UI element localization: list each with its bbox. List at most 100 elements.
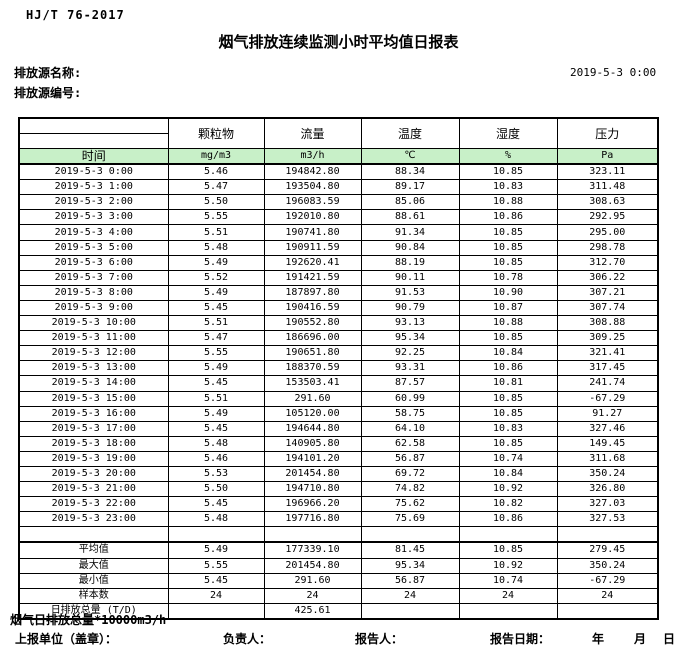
- summary-label-cell: 平均值: [18, 541, 169, 559]
- summary-value-cell: 81.45: [360, 541, 460, 559]
- time-cell: 2019-5-3 5:00: [18, 239, 169, 256]
- value-cell: 10.81: [458, 375, 558, 392]
- value-cell: 241.74: [556, 375, 659, 392]
- value-cell: 190741.80: [263, 224, 362, 241]
- value-cell: 5.53: [167, 465, 265, 483]
- value-cell: 194644.80: [263, 420, 362, 437]
- value-cell: 192010.80: [263, 209, 362, 226]
- table-row: 2019-5-3 22:00 5.45 196966.20 75.62 10.82 327…: [18, 496, 659, 513]
- value-cell: 306.22: [556, 269, 659, 286]
- value-cell: 5.46: [167, 450, 265, 467]
- value-cell: 186696.00: [263, 330, 362, 347]
- unit-cell-4: %: [458, 148, 558, 166]
- value-cell: 10.85: [458, 405, 558, 422]
- time-cell: 2019-5-3 9:00: [18, 299, 169, 317]
- time-cell: 2019-5-3 0:00: [18, 163, 169, 181]
- value-cell: 10.85: [458, 435, 558, 452]
- time-cell: 2019-5-3 4:00: [18, 224, 169, 241]
- report-table: 颗粒物 流量 温度 湿度 压力 时间 mg/m3 m3/h ℃% Pa 2019-5-3 0:00…: [18, 117, 659, 620]
- table-row: 2019-5-3 14:00 5.45 153503.41 87.57 10.81 241…: [18, 375, 659, 392]
- table-row: 2019-5-3 16:00 5.49 105120.00 58.75 10.85 91.…: [18, 405, 659, 422]
- value-cell: 308.88: [556, 315, 659, 332]
- time-cell: 2019-5-3 19:00: [18, 450, 169, 467]
- spacer-cell: [167, 526, 265, 543]
- value-cell: 317.45: [556, 360, 659, 377]
- value-cell: 92.25: [360, 345, 460, 362]
- value-cell: 5.50: [167, 481, 265, 498]
- value-cell: 201454.80: [263, 465, 362, 483]
- standard-number: HJ/T 76-2017: [26, 8, 125, 22]
- value-cell: 10.84: [458, 345, 558, 362]
- value-cell: 10.85: [458, 224, 558, 241]
- column-header-1: 颗粒物: [167, 117, 265, 149]
- value-cell: 10.85: [458, 163, 558, 181]
- value-cell: 10.83: [458, 179, 558, 196]
- source-name-label: 排放源名称:: [14, 66, 82, 80]
- time-cell: 2019-5-3 23:00: [18, 511, 169, 528]
- value-cell: 291.60: [263, 390, 362, 407]
- summary-row: 平均值 5.49 177339.10 81.45 10.85 279.45: [18, 541, 659, 559]
- value-cell: 87.57: [360, 375, 460, 392]
- spacer-cell: [360, 526, 460, 543]
- summary-value-cell: 5.49: [167, 541, 265, 559]
- value-cell: 90.84: [360, 239, 460, 256]
- value-cell: 327.53: [556, 511, 659, 528]
- table-row: 2019-5-3 8:00 5.49 187897.80 91.53 10.90 307.…: [18, 284, 659, 301]
- value-cell: 10.74: [458, 450, 558, 467]
- report-datetime: 2019-5-3 0:00: [570, 66, 657, 79]
- summary-value-cell: [556, 602, 659, 620]
- summary-value-cell: 350.24: [556, 557, 659, 574]
- report-unit-label: 上报单位（盖章）：: [15, 632, 118, 646]
- value-cell: 5.48: [167, 435, 265, 452]
- summary-value-cell: 10.74: [458, 572, 558, 589]
- value-cell: 10.78: [458, 269, 558, 286]
- value-cell: 75.69: [360, 511, 460, 528]
- value-cell: 153503.41: [263, 375, 362, 392]
- value-cell: 10.82: [458, 496, 558, 513]
- time-cell: 2019-5-3 14:00: [18, 375, 169, 392]
- time-cell: 2019-5-3 20:00: [18, 465, 169, 483]
- unit-cell-5: Pa: [556, 148, 659, 166]
- value-cell: 10.86: [458, 360, 558, 377]
- value-cell: 326.80: [556, 481, 659, 498]
- value-cell: 5.49: [167, 254, 265, 271]
- time-header-blank-top: [18, 117, 169, 134]
- time-cell: 2019-5-3 3:00: [18, 209, 169, 226]
- value-cell: 5.49: [167, 360, 265, 377]
- value-cell: 190911.59: [263, 239, 362, 256]
- value-cell: 89.17: [360, 179, 460, 196]
- time-cell: 2019-5-3 12:00: [18, 345, 169, 362]
- value-cell: 62.58: [360, 435, 460, 452]
- value-cell: 10.86: [458, 511, 558, 528]
- value-cell: 10.85: [458, 254, 558, 271]
- value-cell: 149.45: [556, 435, 659, 452]
- table-row: 2019-5-3 13:00 5.49 188370.59 93.31 10.86 317…: [18, 360, 659, 377]
- table-row: 2019-5-3 11:00 5.47 186696.00 95.34 10.85 309…: [18, 330, 659, 347]
- summary-label-cell: 最小值: [18, 572, 169, 589]
- value-cell: 10.85: [458, 239, 558, 256]
- value-cell: 90.11: [360, 269, 460, 286]
- value-cell: 194842.80: [263, 163, 362, 181]
- value-cell: 60.99: [360, 390, 460, 407]
- value-cell: 5.48: [167, 239, 265, 256]
- spacer-row: [18, 526, 659, 543]
- spacer-cell: [263, 526, 362, 543]
- time-cell: 2019-5-3 11:00: [18, 330, 169, 347]
- value-cell: 58.75: [360, 405, 460, 422]
- time-cell: 2019-5-3 2:00: [18, 194, 169, 211]
- value-cell: 5.55: [167, 209, 265, 226]
- value-cell: 311.68: [556, 450, 659, 467]
- value-cell: 196966.20: [263, 496, 362, 513]
- value-cell: 5.50: [167, 194, 265, 211]
- value-cell: 10.84: [458, 465, 558, 483]
- value-cell: 10.85: [458, 390, 558, 407]
- summary-value-cell: 24: [458, 587, 558, 604]
- summary-value-cell: 56.87: [360, 572, 460, 589]
- value-cell: 5.51: [167, 390, 265, 407]
- page-title: 烟气排放连续监测小时平均值日报表: [218, 33, 459, 51]
- value-cell: 295.00: [556, 224, 659, 241]
- column-header-2: 流量: [263, 117, 362, 149]
- pollutant-name-row-filler: [18, 133, 658, 149]
- table-row: 2019-5-3 20:00 5.53 201454.80 69.72 10.84 350…: [18, 465, 659, 483]
- table-row: 2019-5-3 21:00 5.50 194710.80 74.82 10.92 326…: [18, 481, 659, 498]
